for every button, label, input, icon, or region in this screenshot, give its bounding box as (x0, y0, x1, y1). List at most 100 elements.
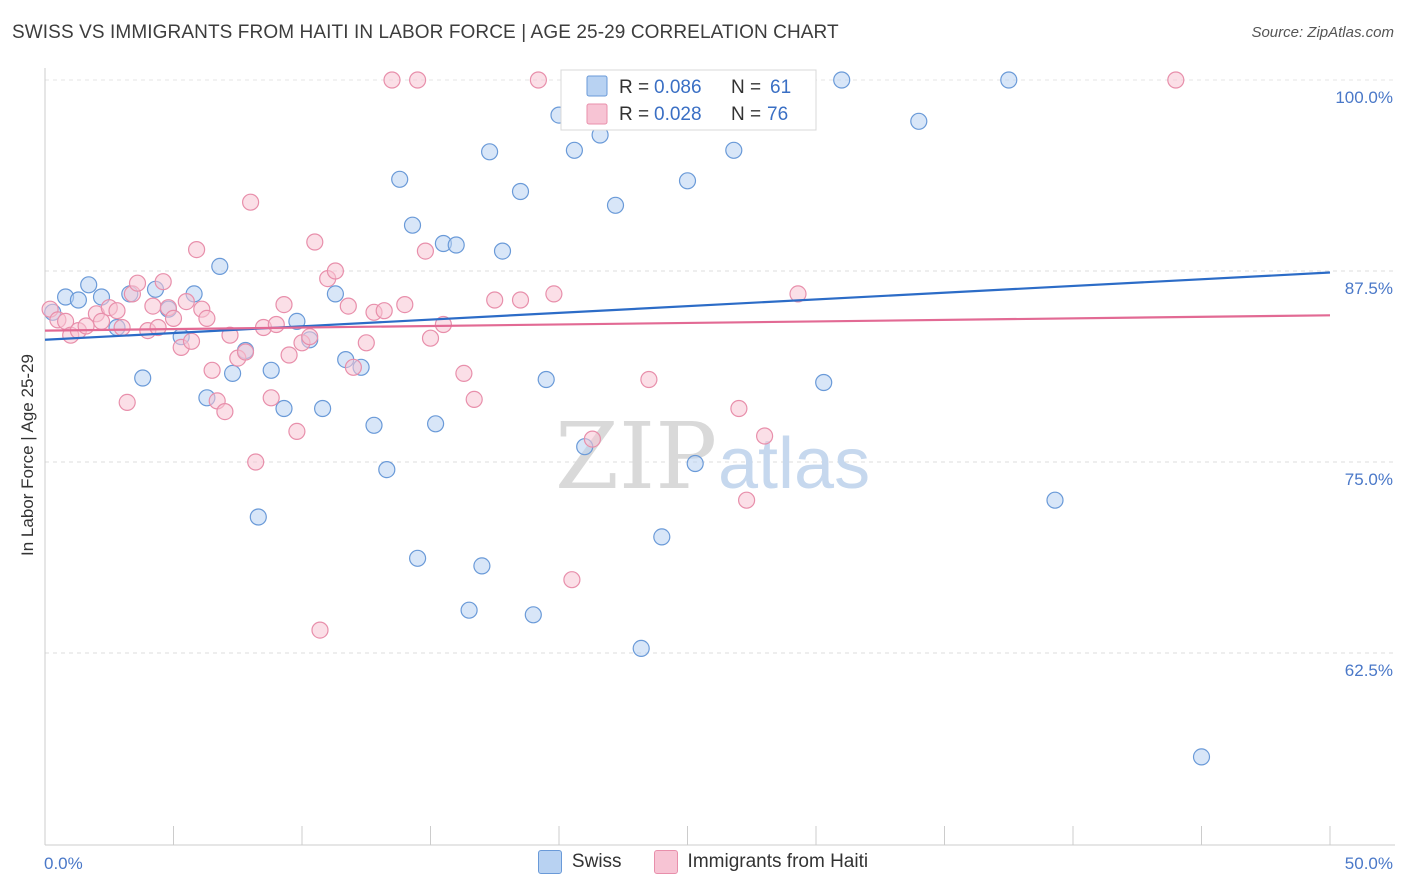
legend-swatch-swiss (537, 850, 562, 874)
point-haiti (455, 364, 473, 382)
point-swiss (409, 549, 427, 567)
x-tick-label-min: 0.0% (44, 854, 83, 873)
point-swiss (537, 370, 555, 389)
stats-n-value-swiss: 61 (770, 77, 791, 98)
point-haiti (154, 273, 172, 291)
point-haiti (236, 343, 255, 361)
point-haiti (288, 422, 306, 440)
legend-item-swiss: Swiss (537, 850, 622, 874)
point-haiti (339, 297, 357, 315)
stats-r-label-haiti: R = (619, 104, 649, 125)
point-swiss (493, 242, 512, 260)
point-swiss (69, 291, 88, 309)
point-swiss (632, 639, 650, 658)
point-haiti (216, 403, 234, 421)
point-haiti (545, 285, 563, 303)
gridlines (45, 79, 1395, 654)
point-haiti (164, 309, 183, 327)
point-haiti (1167, 71, 1185, 89)
point-swiss (481, 143, 499, 161)
stats-r-label-swiss: R = (619, 77, 649, 98)
point-swiss (378, 461, 396, 479)
source-credit: Source: ZipAtlas.com (1251, 24, 1394, 41)
axes (44, 68, 1395, 846)
point-swiss (262, 361, 280, 379)
point-swiss (391, 170, 409, 188)
chart-title: SWISS VS IMMIGRANTS FROM HAITI IN LABOR … (12, 22, 839, 43)
point-swiss (511, 182, 530, 201)
stats-n-label-swiss: N = (731, 77, 761, 98)
point-haiti (416, 242, 434, 260)
point-haiti (108, 302, 126, 320)
point-haiti (113, 318, 131, 337)
stats-n-value-haiti: 76 (767, 104, 788, 125)
point-swiss (565, 141, 584, 159)
point-swiss (275, 399, 293, 418)
point-haiti (144, 297, 162, 315)
point-haiti (511, 291, 530, 309)
point-haiti (529, 71, 548, 89)
tick-labels: 100.0% 87.5% 75.0% 62.5% 0.0% 50.0% (44, 88, 1393, 873)
point-swiss (403, 216, 422, 234)
point-swiss (473, 557, 491, 575)
stats-box: R = 0.086 N = 61 R = 0.028 N = 76 (560, 69, 817, 131)
legend-swatch-haiti (653, 850, 678, 874)
point-haiti (789, 285, 807, 303)
point-haiti (583, 430, 602, 448)
point-haiti (177, 293, 195, 311)
stats-r-value-swiss: 0.086 (654, 77, 702, 98)
point-haiti (306, 233, 324, 251)
point-haiti (242, 193, 260, 211)
point-haiti (311, 621, 329, 639)
point-haiti (247, 453, 265, 471)
point-swiss (910, 112, 928, 130)
point-haiti (198, 309, 216, 327)
point-swiss (80, 276, 98, 294)
point-swiss (134, 369, 152, 387)
x-tick-label-max: 50.0% (1345, 854, 1393, 873)
watermark: ZIP atlas (555, 403, 870, 510)
point-swiss (725, 141, 743, 159)
stats-n-label-haiti: N = (731, 104, 761, 125)
point-swiss (524, 606, 542, 624)
point-haiti (737, 491, 756, 509)
point-haiti (118, 393, 136, 411)
y-tick-label: 75.0% (1345, 470, 1393, 489)
point-swiss (678, 172, 697, 190)
point-haiti (421, 329, 440, 347)
watermark-atlas: atlas (718, 424, 870, 504)
point-haiti (486, 291, 504, 309)
point-swiss (815, 373, 833, 392)
point-swiss (1192, 748, 1211, 766)
trend-line-swiss (44, 271, 1331, 341)
point-swiss (365, 416, 383, 434)
point-swiss (1046, 491, 1064, 509)
point-swiss (447, 236, 465, 254)
point-haiti (755, 427, 774, 445)
point-haiti (262, 389, 280, 407)
point-haiti (188, 241, 206, 259)
point-haiti (383, 71, 401, 89)
point-haiti (182, 332, 201, 350)
point-swiss (326, 285, 344, 303)
stats-r-value-haiti: 0.028 (654, 104, 702, 125)
point-haiti (409, 71, 427, 89)
point-swiss (224, 364, 242, 382)
legend-label-swiss: Swiss (571, 851, 622, 872)
point-haiti (396, 296, 414, 314)
point-haiti (301, 328, 319, 346)
point-haiti (128, 274, 147, 292)
point-haiti (344, 358, 362, 376)
point-swiss (211, 257, 229, 275)
point-haiti (563, 571, 581, 589)
y-tick-label: 87.5% (1345, 279, 1393, 298)
point-swiss (833, 71, 851, 89)
point-swiss (686, 454, 704, 473)
point-haiti (640, 370, 658, 389)
point-haiti (465, 390, 483, 408)
point-swiss (653, 528, 671, 546)
point-haiti (375, 302, 393, 320)
point-haiti (267, 315, 285, 334)
legend-label-haiti: Immigrants from Haiti (687, 851, 869, 872)
